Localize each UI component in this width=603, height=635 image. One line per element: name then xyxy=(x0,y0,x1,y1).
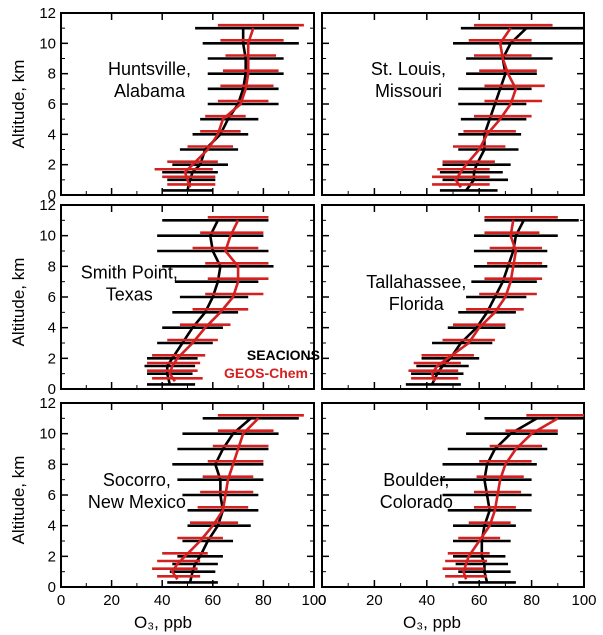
y-tick-label: 6 xyxy=(48,289,56,306)
y-tick-label: 10 xyxy=(39,228,56,245)
y-tick-label: 12 xyxy=(39,197,56,214)
x-tick-label: 100 xyxy=(571,592,596,609)
x-tick-label: 0 xyxy=(57,592,65,609)
seacions-profile-line xyxy=(188,417,252,583)
x-tick-label: 40 xyxy=(418,592,435,609)
ylabel-row-2: Altitude, km xyxy=(9,258,28,347)
seacions-profile-line xyxy=(480,417,538,583)
y-tick-label: 8 xyxy=(48,258,56,275)
y-tick-label: 6 xyxy=(48,96,56,113)
seacions-profile-line xyxy=(430,219,525,385)
y-tick-label: 10 xyxy=(39,426,56,443)
y-tick-label: 0 xyxy=(48,187,56,204)
x-tick-label: 20 xyxy=(366,592,383,609)
y-tick-label: 8 xyxy=(48,456,56,473)
y-tick-label: 2 xyxy=(48,157,56,174)
panel-1: 0 2 4 6 8 10 12 Huntsville,Alabama xyxy=(39,5,315,204)
site-label: Tallahassee, xyxy=(366,272,466,292)
y-tick-label: 12 xyxy=(39,395,56,412)
site-label: Colorado xyxy=(380,492,453,512)
ylabel-row-1: Altitude, km xyxy=(9,60,28,149)
geos-chem-profile-line xyxy=(171,417,260,581)
y-tick-label: 4 xyxy=(48,126,56,143)
legend-seacions: SEACIONS xyxy=(247,347,320,363)
panel-4: Tallahassee,Florida xyxy=(321,204,585,390)
site-label: Texas xyxy=(106,285,153,305)
y-tick-label: 2 xyxy=(48,548,56,565)
site-label: Missouri xyxy=(375,81,442,101)
legend-geos-chem: GEOS-Chem xyxy=(224,365,308,381)
xlabel-left: O₃, ppb xyxy=(134,613,192,632)
site-label: St. Louis, xyxy=(371,59,446,79)
panel-2: St. Louis,Missouri xyxy=(321,12,585,196)
seacions-profile-line xyxy=(186,28,247,191)
panel-6: 0 20 40 60 80 100 Boulder,Colorado xyxy=(318,402,597,609)
x-tick-label: 100 xyxy=(301,592,326,609)
x-tick-label: 20 xyxy=(103,592,120,609)
site-label: Boulder, xyxy=(383,470,449,490)
geos-chem-profile-line xyxy=(462,417,559,580)
y-tick-label: 2 xyxy=(48,350,56,367)
x-tick-label: 80 xyxy=(255,592,272,609)
y-tick-label: 4 xyxy=(48,518,56,535)
x-tick-label: 60 xyxy=(204,592,221,609)
xlabel-right: O₃, ppb xyxy=(403,613,461,632)
y-tick-label: 6 xyxy=(48,487,56,504)
panels: 0 2 4 6 8 10 12 Huntsville,Alabama St. Louis,Mis… xyxy=(39,5,596,609)
seacions-profile-line xyxy=(465,27,528,192)
geos-chem-profile-line xyxy=(183,27,255,188)
panel-3: 0 2 4 6 8 10 12 Smith Point,Texas xyxy=(39,197,315,398)
plot-frame xyxy=(321,204,585,390)
y-tick-label: 0 xyxy=(48,381,56,398)
site-label: Socorro, xyxy=(103,470,171,490)
y-tick-label: 4 xyxy=(48,320,56,337)
site-label: Smith Point, xyxy=(81,263,178,283)
site-label: Alabama xyxy=(114,81,186,101)
ylabel-row-3: Altitude, km xyxy=(9,456,28,545)
x-tick-label: 60 xyxy=(471,592,488,609)
geos-chem-profile-line xyxy=(430,220,518,382)
site-label: Florida xyxy=(389,294,445,314)
seacions-profile-line xyxy=(165,219,222,385)
x-tick-label: 0 xyxy=(318,592,326,609)
y-tick-label: 0 xyxy=(48,579,56,596)
y-tick-label: 10 xyxy=(39,35,56,52)
geos-chem-profile-line xyxy=(454,27,518,189)
site-label: New Mexico xyxy=(88,492,186,512)
x-tick-label: 80 xyxy=(523,592,540,609)
x-tick-label: 40 xyxy=(154,592,171,609)
geos-chem-profile-line xyxy=(168,219,240,383)
site-label: Huntsville, xyxy=(108,59,191,79)
panel-5: 0 2 4 6 8 10 12 0 20 40 60 80 100 Socorro,New Mexico xyxy=(39,395,326,609)
y-tick-label: 8 xyxy=(48,66,56,83)
plot-frame xyxy=(321,12,585,196)
y-tick-label: 12 xyxy=(39,5,56,22)
